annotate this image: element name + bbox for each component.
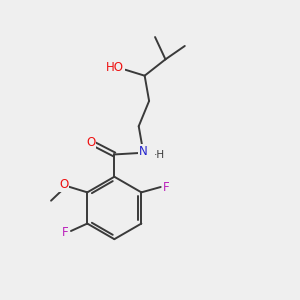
Text: F: F xyxy=(62,226,69,239)
Text: N: N xyxy=(139,145,148,158)
Text: F: F xyxy=(163,181,169,194)
Text: O: O xyxy=(86,136,95,149)
Text: HO: HO xyxy=(106,61,124,74)
Text: O: O xyxy=(59,178,68,191)
Text: ·H: ·H xyxy=(154,150,165,160)
